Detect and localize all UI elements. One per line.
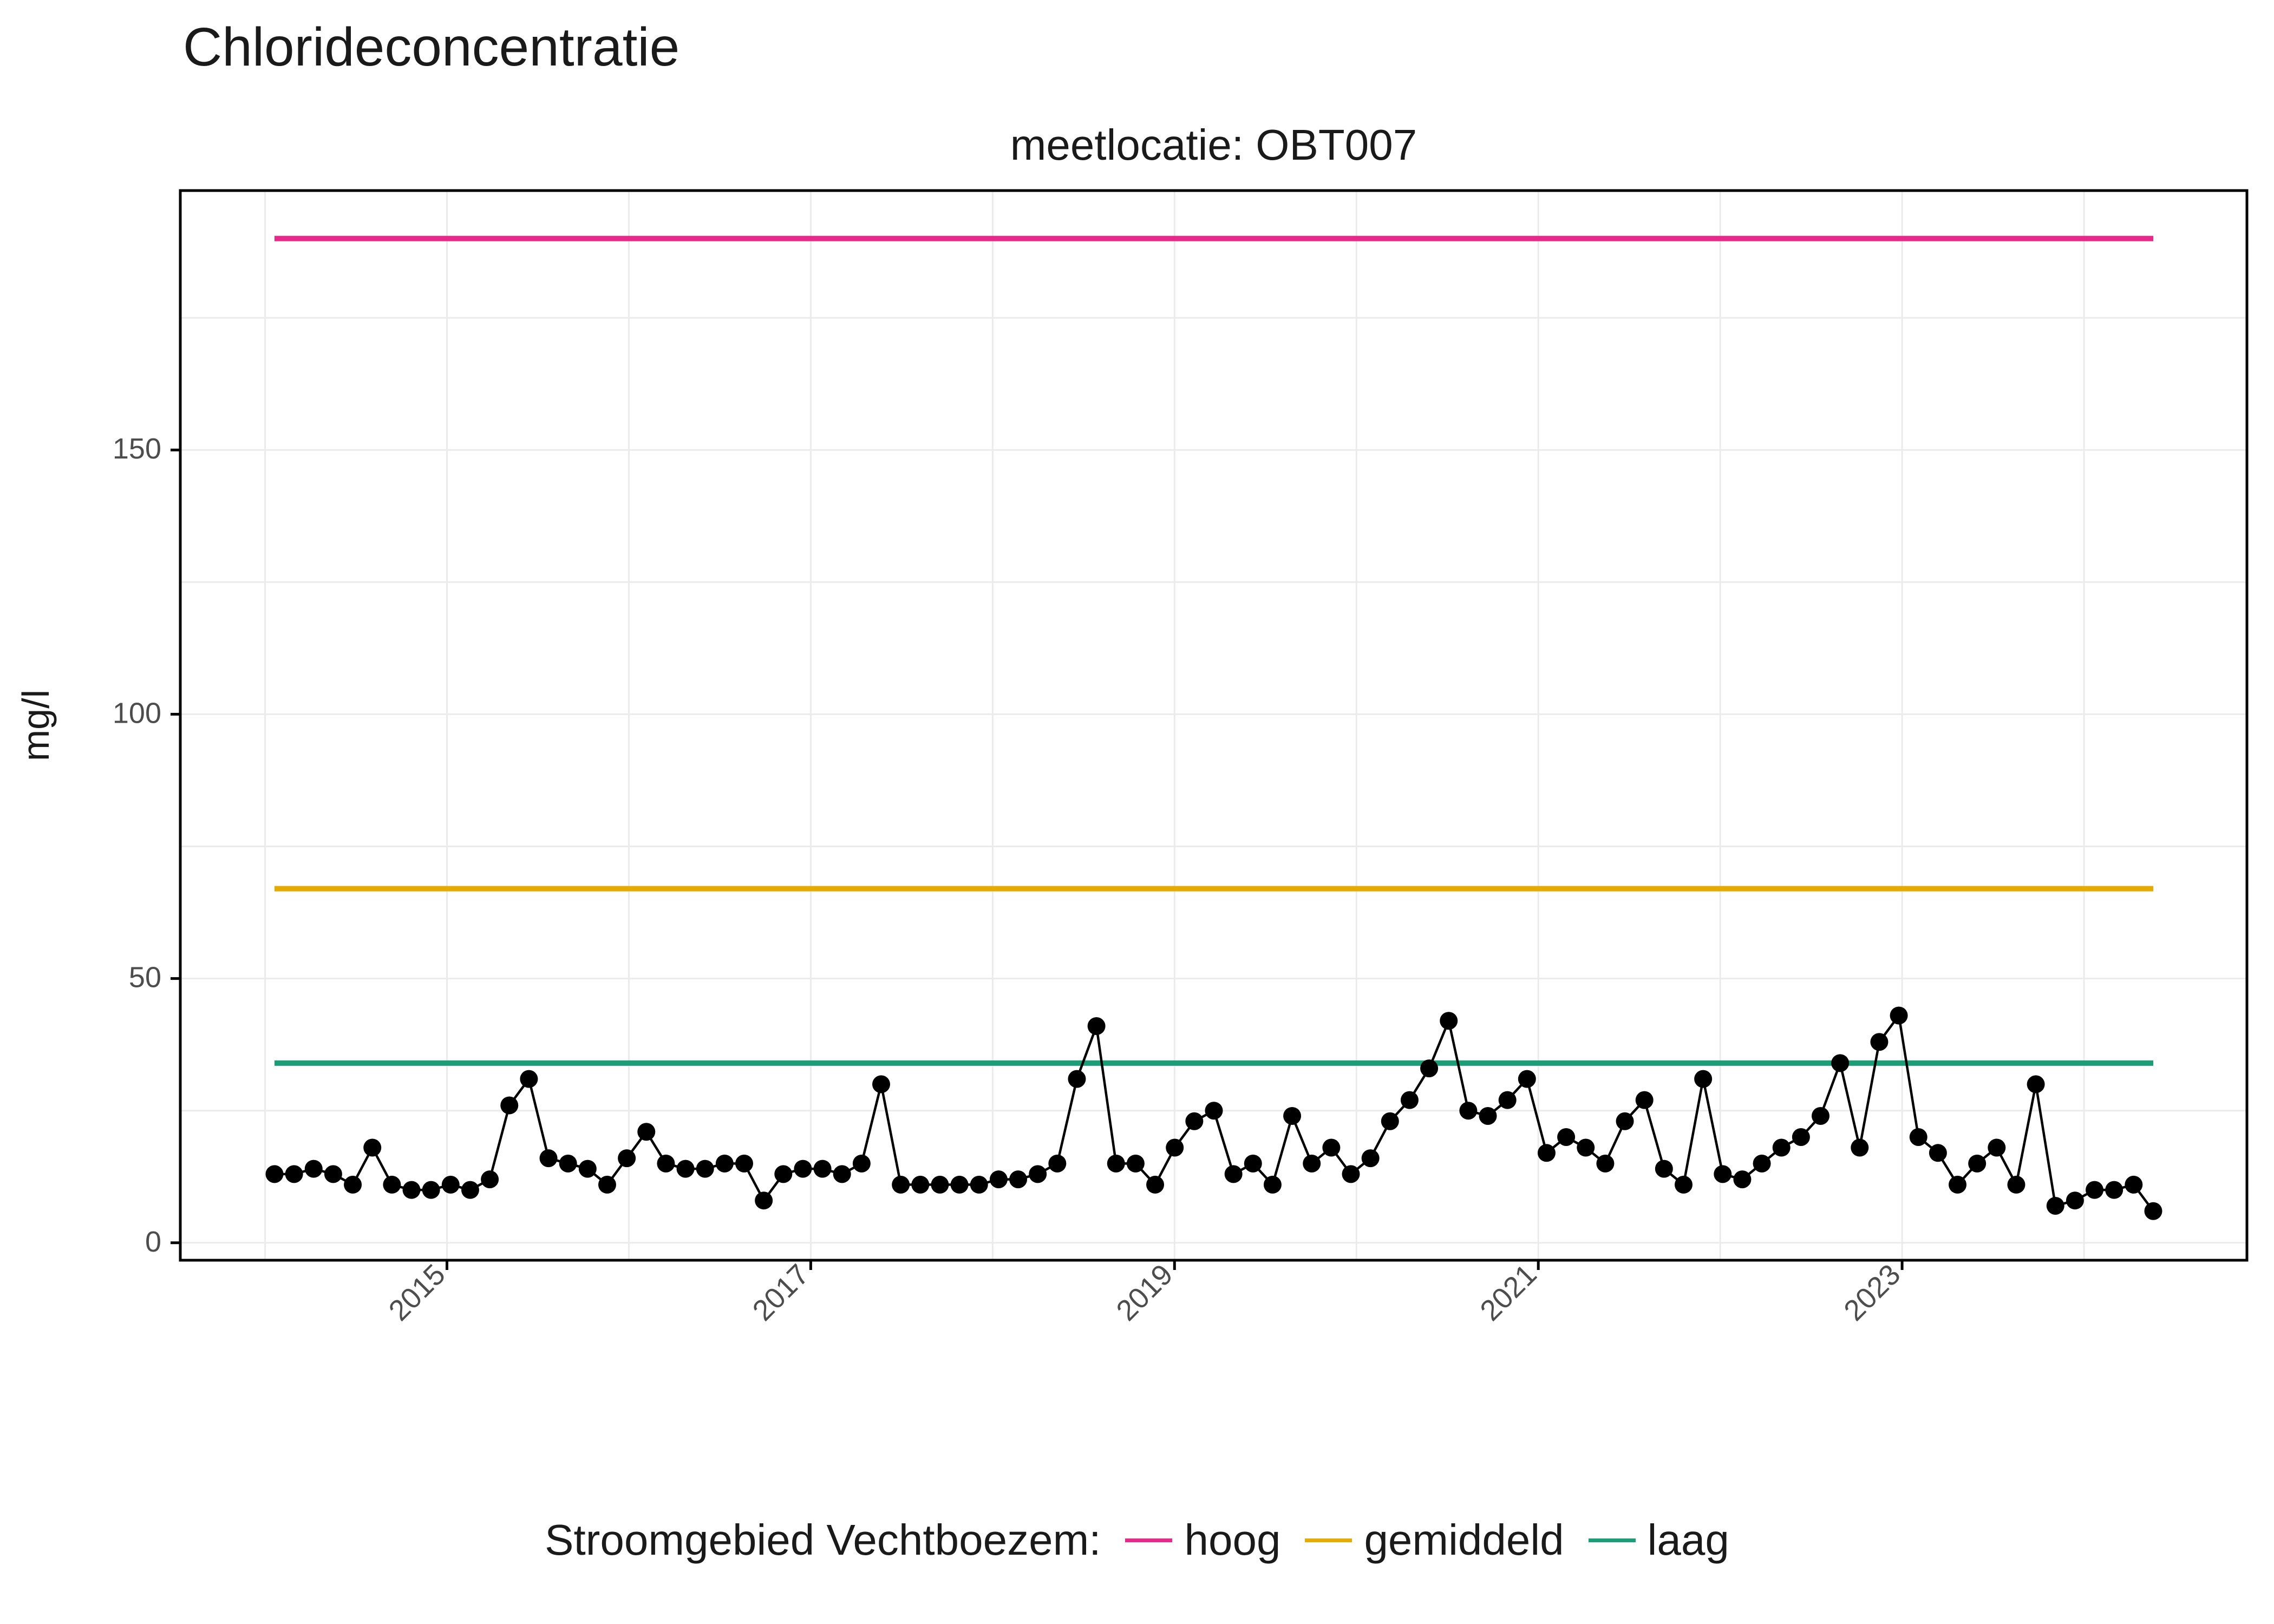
svg-text:2023: 2023 [1838,1258,1906,1327]
svg-text:2017: 2017 [747,1258,815,1327]
svg-text:2019: 2019 [1110,1258,1179,1327]
svg-text:2015: 2015 [383,1258,452,1327]
svg-text:150: 150 [113,433,161,465]
svg-text:50: 50 [129,961,161,994]
svg-text:100: 100 [113,697,161,729]
svg-text:mg/l: mg/l [15,690,57,761]
svg-text:2021: 2021 [1474,1258,1543,1327]
svg-text:0: 0 [145,1226,161,1258]
